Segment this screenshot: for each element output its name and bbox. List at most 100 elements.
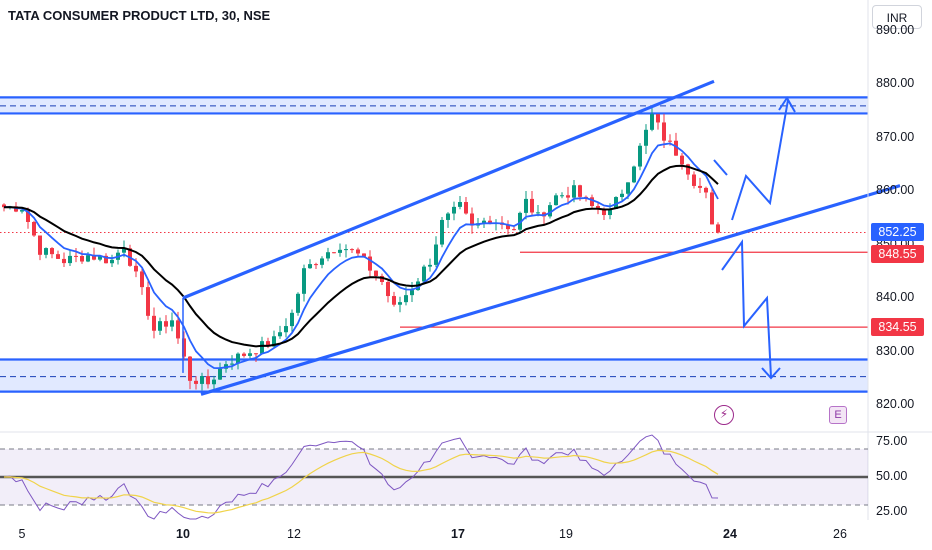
projection-stub <box>713 159 728 176</box>
candle-body <box>392 296 396 305</box>
candle-body <box>350 249 354 251</box>
candle-body <box>98 255 102 260</box>
time-tick-label: 24 <box>723 527 737 541</box>
candle-body <box>158 321 162 331</box>
candle-body <box>296 293 300 313</box>
candle-body <box>356 249 360 254</box>
candle-body <box>368 256 372 271</box>
time-tick-label: 17 <box>451 527 465 541</box>
candle-body <box>470 213 474 226</box>
candle-body <box>284 326 288 333</box>
candle-body <box>674 140 678 156</box>
candle-body <box>212 379 216 385</box>
candle-body <box>80 256 84 262</box>
candle-body <box>410 290 414 296</box>
candle-body <box>362 253 366 257</box>
candle-body <box>428 264 432 267</box>
candle-body <box>578 185 582 197</box>
candle-body <box>524 198 528 213</box>
candle-body <box>596 206 600 210</box>
events-icon[interactable]: E <box>829 406 847 424</box>
candle-body <box>176 320 180 339</box>
zone-fill <box>0 97 868 114</box>
candle-body <box>452 206 456 214</box>
candle-body <box>44 248 48 255</box>
candle-body <box>566 195 570 198</box>
candle-body <box>614 197 618 209</box>
candle-body <box>164 321 168 327</box>
candle-body <box>32 221 36 236</box>
rsi-ma-line <box>3 449 719 514</box>
zone-fill <box>0 359 868 392</box>
candle-body <box>74 255 78 257</box>
price-tick-label: 820.00 <box>876 397 915 411</box>
candle-body <box>434 244 438 265</box>
bearish-arrowhead <box>761 367 781 380</box>
candle-body <box>26 210 30 222</box>
candle-body <box>56 254 60 259</box>
candle-body <box>188 356 192 381</box>
candle-body <box>122 248 126 253</box>
candle-body <box>710 192 714 225</box>
candle-body <box>278 332 282 337</box>
chart-title: TATA CONSUMER PRODUCT LTD, 30, NSE <box>8 8 271 23</box>
candle-body <box>152 315 156 331</box>
candle-body <box>290 312 294 327</box>
candle-body <box>464 202 468 214</box>
rsi-line <box>3 434 719 520</box>
fast-ma-line <box>3 142 719 370</box>
candle-body <box>338 249 342 253</box>
price-tick-label: 870.00 <box>876 129 915 144</box>
bearish-projection-path <box>721 238 772 378</box>
bullish-arrowhead <box>778 96 796 113</box>
candle-body <box>692 174 696 186</box>
currency-button[interactable]: INR <box>872 5 922 29</box>
price-tick-label: 860.00 <box>876 183 915 197</box>
candle-body <box>86 255 90 262</box>
candle-body <box>536 212 540 214</box>
candle-body <box>530 198 534 213</box>
candle-body <box>170 320 174 327</box>
candle-body <box>518 212 522 230</box>
price-tag: 848.55 <box>871 245 924 264</box>
channel-lower-line <box>200 184 901 396</box>
price-tag: 852.25 <box>871 223 924 242</box>
candle-body <box>92 255 96 260</box>
candle-body <box>254 353 258 355</box>
candle-body <box>698 185 702 188</box>
candle-body <box>2 204 6 208</box>
candle-body <box>482 220 486 224</box>
candle-body <box>686 164 690 175</box>
time-tick-label: 19 <box>559 527 573 541</box>
candle-body <box>272 336 276 347</box>
candle-body <box>302 268 306 294</box>
rsi-tick-label: 25.00 <box>876 504 908 518</box>
candle-body <box>374 270 378 276</box>
candle-body <box>656 114 660 123</box>
candle-body <box>440 219 444 245</box>
candle-body <box>608 208 612 216</box>
candle-body <box>248 353 252 356</box>
candle-body <box>644 129 648 146</box>
candle-body <box>182 338 186 357</box>
candle-body <box>620 193 624 198</box>
time-tick-label: 26 <box>833 527 847 541</box>
candle-body <box>632 166 636 183</box>
time-tick-label: 5 <box>18 527 26 541</box>
candle-body <box>386 281 390 297</box>
candle-body <box>218 368 222 380</box>
candle-body <box>404 295 408 303</box>
candle-body <box>554 195 558 206</box>
candle-body <box>548 205 552 217</box>
candle-body <box>200 376 204 384</box>
candle-body <box>590 197 594 207</box>
candle-body <box>650 114 654 130</box>
lightning-icon[interactable]: ⚡ <box>714 405 734 425</box>
candle-body <box>458 202 462 207</box>
candle-body <box>242 353 246 356</box>
candle-body <box>512 229 516 231</box>
candle-body <box>716 224 720 233</box>
price-tick-label: 830.00 <box>876 343 915 358</box>
candle-body <box>488 220 492 224</box>
